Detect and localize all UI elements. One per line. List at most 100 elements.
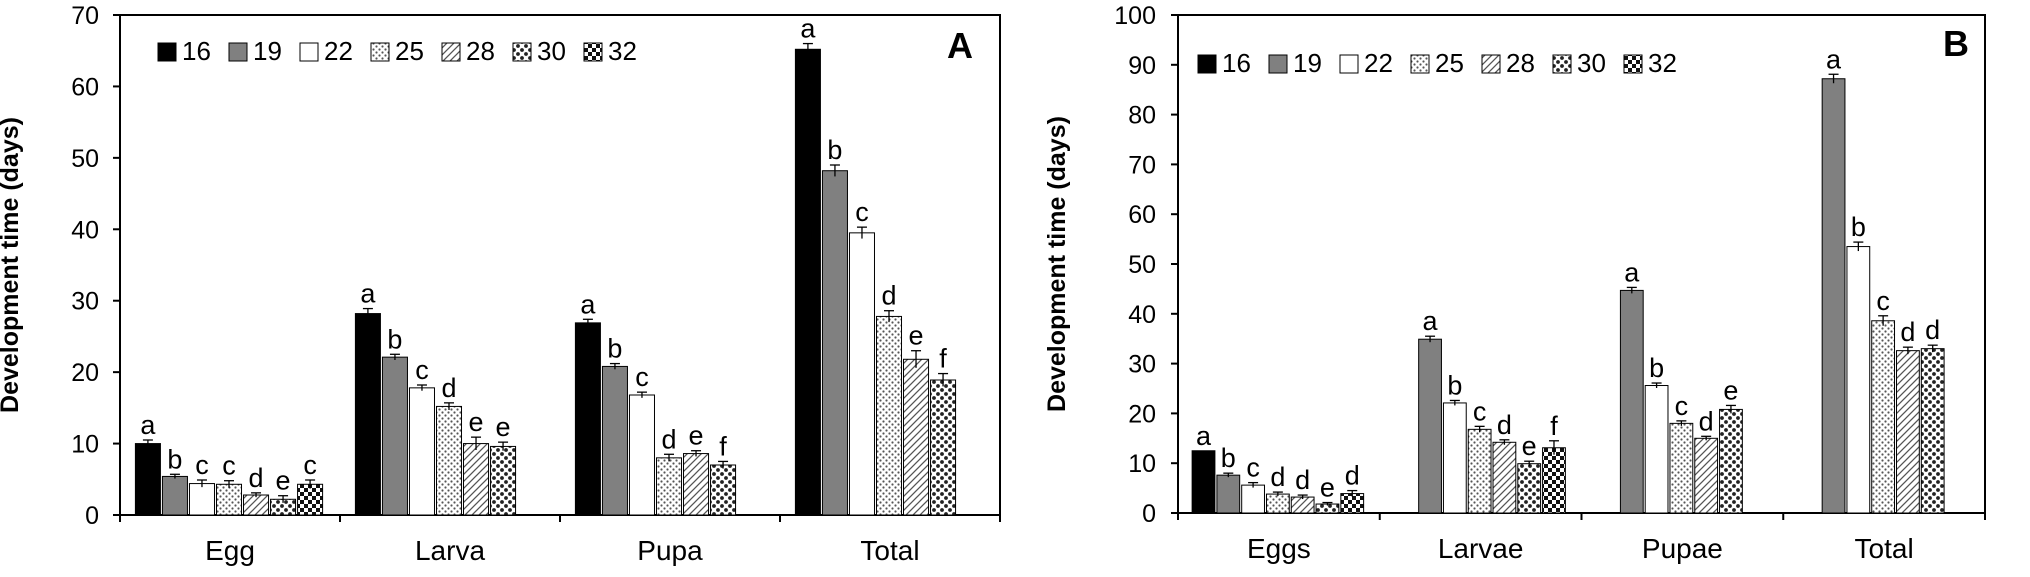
bar [1418, 338, 1442, 514]
y-tick-label: 20 [71, 359, 99, 387]
significance-letter: c [303, 450, 317, 480]
significance-letter: e [276, 466, 291, 496]
significance-letter: d [441, 373, 456, 403]
x-category-label: Eggs [1247, 533, 1311, 564]
x-category-label: Egg [205, 535, 255, 566]
significance-letter: c [195, 450, 209, 480]
bar [1619, 289, 1644, 514]
significance-letter: c [855, 197, 869, 227]
y-tick-label: 40 [1128, 301, 1156, 329]
bar [875, 315, 903, 516]
legend-label: 16 [182, 36, 211, 66]
significance-letter: c [415, 355, 429, 385]
significance-letter: d [881, 281, 896, 311]
bar [1821, 78, 1846, 514]
significance-letter: d [1270, 462, 1285, 492]
bar [1719, 408, 1743, 514]
y-tick-label: 100 [1114, 2, 1156, 30]
bar [1216, 474, 1241, 514]
significance-letter: e [469, 407, 484, 437]
chart-panel-b: 0 10 20 30 40 50 60 70 80 90 100 Development time (… [1043, 2, 1986, 564]
y-tick-label: 70 [71, 2, 99, 30]
bar [408, 387, 435, 516]
significance-letter: a [1624, 257, 1640, 287]
significance-letter: e [1320, 473, 1335, 503]
significance-letter: c [1473, 396, 1487, 426]
bar [1644, 385, 1669, 514]
y-tick-label: 0 [1142, 500, 1156, 528]
legend-label: 25 [1435, 48, 1464, 78]
bar [188, 483, 215, 516]
significance-letter: a [580, 289, 596, 319]
significance-letter: b [1221, 443, 1236, 473]
significance-letter: f [1550, 411, 1558, 441]
significance-letter: d [1295, 465, 1310, 495]
significance-letter: b [387, 324, 402, 354]
chart-panel-a: 0 10 20 30 40 50 60 70 Development time (days) Eg… [0, 2, 1001, 566]
significance-letter: d [1345, 461, 1360, 491]
legend-label: 16 [1222, 48, 1251, 78]
legend-label: 25 [395, 36, 424, 66]
bar [1442, 402, 1467, 514]
bar [655, 457, 683, 516]
legend-label: 32 [1648, 48, 1677, 78]
y-axis-label: Development time (days) [1043, 116, 1071, 412]
legend-label: 30 [537, 36, 566, 66]
bar [574, 322, 601, 516]
y-tick-label: 50 [71, 145, 99, 173]
bar [601, 365, 628, 516]
legend-swatch [1339, 54, 1359, 74]
legend-swatch [1410, 54, 1430, 74]
significance-letter: a [1826, 44, 1842, 74]
bar [1492, 441, 1517, 514]
legend-swatch [228, 42, 248, 62]
significance-letter: d [1925, 315, 1940, 345]
bar [1517, 463, 1542, 514]
significance-letter: a [1196, 421, 1212, 451]
x-category-label: Pupae [1642, 533, 1723, 564]
bar [628, 394, 655, 516]
y-tick-label: 20 [1128, 400, 1156, 428]
bar [821, 170, 848, 516]
legend-label: 22 [324, 36, 353, 66]
bar [1467, 428, 1492, 514]
panel-label: A [947, 25, 973, 66]
panel-label: B [1943, 23, 1969, 64]
bar [354, 313, 381, 516]
legend-swatch [1268, 54, 1288, 74]
legend-swatch [157, 42, 177, 62]
bar [710, 464, 737, 516]
legend-swatch [1623, 54, 1643, 74]
legend-swatch [370, 42, 390, 62]
significance-letter: d [661, 424, 676, 454]
bar [1846, 246, 1871, 514]
significance-letter: c [1246, 453, 1260, 483]
legend-swatch [1481, 54, 1501, 74]
x-category-label: Larvae [1438, 533, 1524, 564]
significance-letter: c [1675, 391, 1689, 421]
significance-letter: d [1900, 317, 1915, 347]
y-tick-label: 50 [1128, 251, 1156, 279]
bar [1265, 493, 1290, 514]
y-tick-label: 70 [1128, 151, 1156, 179]
significance-letter: a [140, 410, 156, 440]
bar [435, 405, 463, 516]
bar [463, 443, 490, 516]
bar [1669, 422, 1694, 514]
y-tick-label: 10 [1128, 450, 1156, 478]
y-axis-label: Development time (days) [0, 117, 24, 413]
legend-swatch [1552, 54, 1572, 74]
significance-letter: d [1699, 406, 1714, 436]
legend-swatch [441, 42, 461, 62]
legend-label: 22 [1364, 48, 1393, 78]
significance-letter: b [607, 334, 622, 364]
y-tick-label: 40 [71, 216, 99, 244]
bar [215, 483, 243, 516]
bar [848, 232, 875, 516]
bar [243, 494, 270, 516]
significance-letter: d [1497, 410, 1512, 440]
significance-letter: e [909, 321, 924, 351]
x-category-label: Larva [415, 535, 485, 566]
bar [490, 445, 517, 516]
